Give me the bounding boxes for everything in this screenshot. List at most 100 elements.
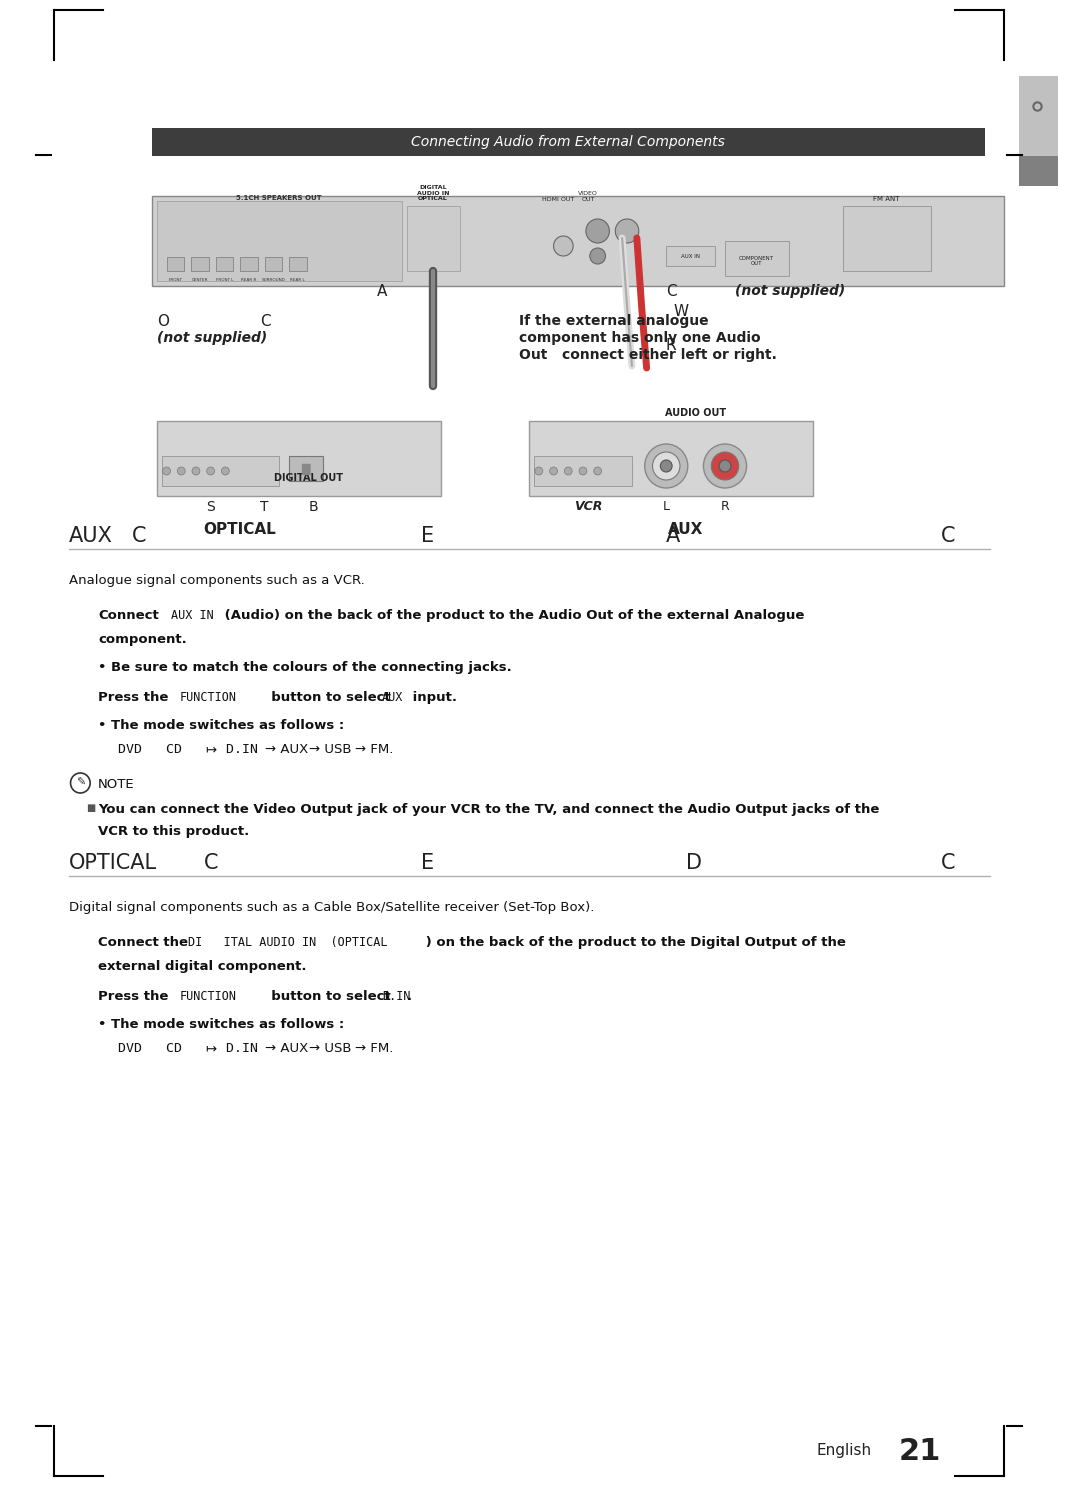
- Bar: [162, 456, 280, 486]
- Bar: [725, 241, 788, 276]
- Bar: [842, 207, 931, 270]
- Text: B: B: [309, 499, 319, 514]
- Bar: [216, 257, 233, 270]
- Bar: [534, 456, 632, 486]
- Text: Digital signal components such as a Cable Box/Satellite receiver (Set-Top Box).: Digital signal components such as a Cabl…: [69, 901, 594, 914]
- Text: component has only one Audio: component has only one Audio: [519, 331, 761, 345]
- Text: .: .: [406, 990, 411, 1003]
- Text: OPTICAL: OPTICAL: [204, 522, 276, 536]
- Text: Analogue signal components such as a VCR.: Analogue signal components such as a VCR…: [69, 574, 364, 587]
- Bar: [191, 257, 208, 270]
- Text: E: E: [421, 853, 434, 872]
- Text: Connect: Connect: [98, 609, 159, 623]
- Text: DIGITAL OUT: DIGITAL OUT: [274, 473, 343, 483]
- Text: • Be sure to match the colours of the connecting jacks.: • Be sure to match the colours of the co…: [98, 661, 512, 675]
- Text: Press the: Press the: [98, 990, 168, 1003]
- Text: AUX: AUX: [382, 691, 404, 704]
- Text: 5.1CH SPEAKERS OUT: 5.1CH SPEAKERS OUT: [237, 195, 322, 201]
- Text: C: C: [132, 526, 147, 545]
- Circle shape: [616, 218, 638, 244]
- Bar: [406, 207, 460, 270]
- Text: HDMI OUT: HDMI OUT: [542, 198, 575, 202]
- Circle shape: [554, 236, 573, 256]
- Text: button to select: button to select: [261, 990, 390, 1003]
- Bar: [289, 456, 323, 481]
- Text: D.IN: D.IN: [217, 743, 266, 756]
- Text: R: R: [720, 499, 729, 513]
- Text: • The mode switches as follows :: • The mode switches as follows :: [98, 719, 345, 733]
- Circle shape: [594, 467, 602, 476]
- Text: FUNCTION: FUNCTION: [179, 990, 237, 1003]
- Text: Connecting Audio from External Components: Connecting Audio from External Component…: [411, 135, 725, 149]
- Text: O: O: [157, 314, 168, 328]
- Text: COMPONENT
OUT: COMPONENT OUT: [739, 256, 774, 266]
- Text: A: A: [666, 526, 680, 545]
- Text: • The mode switches as follows :: • The mode switches as follows :: [98, 1018, 345, 1031]
- Circle shape: [206, 467, 215, 476]
- Text: ) on the back of the product to the Digital Output of the: ) on the back of the product to the Digi…: [421, 936, 846, 950]
- Text: → USB: → USB: [309, 1042, 355, 1055]
- Text: If the external analogue: If the external analogue: [519, 314, 708, 328]
- Bar: [265, 257, 282, 270]
- Bar: [666, 247, 715, 266]
- Bar: [1018, 76, 1058, 186]
- Text: → AUX: → AUX: [265, 743, 312, 756]
- Circle shape: [703, 444, 746, 487]
- Text: REAR L: REAR L: [291, 278, 306, 282]
- Circle shape: [645, 444, 688, 487]
- Circle shape: [712, 452, 739, 480]
- Text: W: W: [673, 303, 688, 318]
- Circle shape: [652, 452, 680, 480]
- Text: English: English: [816, 1443, 872, 1458]
- Text: → USB: → USB: [309, 743, 355, 756]
- Text: (not supplied): (not supplied): [734, 284, 845, 299]
- Text: ✎: ✎: [76, 779, 85, 788]
- Text: FRONT: FRONT: [168, 278, 183, 282]
- Text: DIGITAL
AUDIO IN
OPTICAL: DIGITAL AUDIO IN OPTICAL: [417, 186, 449, 201]
- Text: You can connect the Video Output jack of your VCR to the TV, and connect the Aud: You can connect the Video Output jack of…: [98, 802, 879, 816]
- Text: FRONT L: FRONT L: [216, 278, 233, 282]
- Bar: [1018, 156, 1058, 186]
- Bar: [152, 196, 1004, 285]
- Circle shape: [192, 467, 200, 476]
- Text: VCR to this product.: VCR to this product.: [98, 825, 249, 838]
- Text: D.IN: D.IN: [217, 1042, 266, 1055]
- Text: AUX IN: AUX IN: [681, 254, 700, 259]
- Text: → AUX: → AUX: [265, 1042, 312, 1055]
- Circle shape: [163, 467, 171, 476]
- Bar: [157, 201, 402, 281]
- Text: DVD   CD: DVD CD: [118, 1042, 181, 1055]
- Text: DVD   CD: DVD CD: [118, 743, 181, 756]
- Circle shape: [579, 467, 586, 476]
- Circle shape: [565, 467, 572, 476]
- Text: → FM.: → FM.: [354, 743, 393, 756]
- Text: input.: input.: [407, 691, 457, 704]
- Bar: [240, 257, 258, 270]
- Circle shape: [585, 218, 609, 244]
- Text: C: C: [204, 853, 218, 872]
- Text: button to select: button to select: [261, 691, 390, 704]
- Text: → FM.: → FM.: [354, 1042, 393, 1055]
- Text: D: D: [686, 853, 702, 872]
- Text: C: C: [259, 314, 270, 328]
- Bar: [166, 257, 185, 270]
- Bar: [529, 421, 813, 496]
- Circle shape: [177, 467, 185, 476]
- Text: FM ANT: FM ANT: [874, 196, 900, 202]
- Circle shape: [535, 467, 543, 476]
- Text: 21: 21: [899, 1437, 941, 1465]
- Text: S: S: [206, 499, 215, 514]
- Circle shape: [719, 461, 731, 473]
- Text: REAR R: REAR R: [241, 278, 257, 282]
- Text: C: C: [941, 526, 955, 545]
- Circle shape: [590, 248, 606, 265]
- Text: █: █: [301, 464, 310, 474]
- Text: CENTER: CENTER: [191, 278, 208, 282]
- Text: D.IN: D.IN: [382, 990, 410, 1003]
- Circle shape: [221, 467, 229, 476]
- Text: (Audio) on the back of the product to the Audio Out of the external Analogue: (Audio) on the back of the product to th…: [220, 609, 805, 623]
- Text: Connect the: Connect the: [98, 936, 188, 950]
- Text: (not supplied): (not supplied): [157, 331, 267, 345]
- Text: Out   connect either left or right.: Out connect either left or right.: [519, 348, 778, 363]
- Text: component.: component.: [98, 633, 187, 646]
